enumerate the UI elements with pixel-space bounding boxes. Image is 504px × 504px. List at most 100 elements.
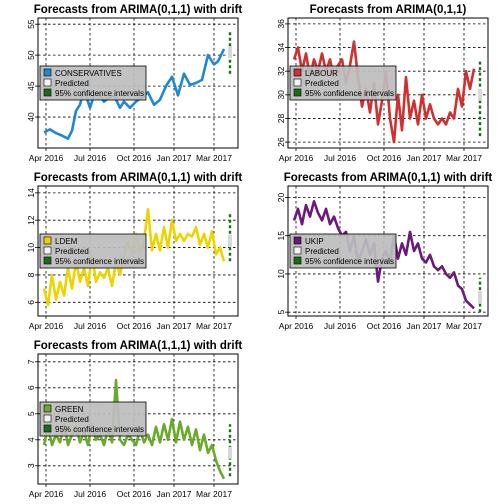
y-tick-label: 7 [26,359,36,364]
x-tick-label: Jul 2016 [74,321,106,331]
y-tick-label: 20 [276,192,286,202]
legend-box [39,65,147,101]
x-tick-label: Mar 2017 [446,321,482,331]
chart-title: Forecasts from ARIMA(0,1,1) with drift [284,172,493,184]
y-tick-label: 45 [26,81,36,91]
legend-swatch-predicted [293,246,302,255]
legend-swatch-predicted [293,78,302,87]
legend-entry: 95% confidence intervals [55,425,144,434]
legend-entry: 95% confidence intervals [55,257,144,266]
y-tick-label: 34 [276,43,286,53]
chart-panel-1: Forecasts from ARIMA(0,1,1) 26 28 30 32 34 36 A… [276,4,489,163]
legend-swatch-ci [43,88,52,97]
chart-panel-4: Forecasts from ARIMA(1,1,1) with drift 3 4… [26,340,242,499]
y-tick-label: 50 [26,50,36,60]
legend-entry: 95% confidence intervals [305,89,394,98]
legend-swatch-ci [43,256,52,265]
legend-entry: LABOUR [305,69,338,78]
legend-entry: 95% confidence intervals [305,257,394,266]
y-tick-label: 36 [276,19,286,29]
y-tick-label: 12 [26,215,36,225]
legend-entry: Predicted [55,247,89,256]
legend-swatch-predicted [43,78,52,87]
x-tick-label: Oct 2016 [367,153,402,163]
plot-frame [287,17,489,149]
y-tick-label: 3 [26,463,36,468]
legend-entry: Predicted [305,79,339,88]
legend-swatch-predicted [43,414,52,423]
legend-swatch-series [43,404,52,413]
y-tick-label: 15 [276,231,286,241]
x-tick-label: Oct 2016 [117,489,152,499]
legend-entry: Predicted [305,247,339,256]
x-tick-label: Jan 2017 [157,153,192,163]
chart-title: Forecasts from ARIMA(0,1,1) with drift [34,172,243,184]
y-tick-label: 32 [276,66,286,76]
chart-panel-2: Forecasts from ARIMA(0,1,1) with drift 6 8… [26,172,242,331]
x-tick-label: Apr 2016 [279,153,314,163]
y-tick-label: 5 [276,310,286,315]
legend-box [39,401,147,437]
legend-entry: CONSERVATIVES [55,69,122,78]
plot-frame [37,185,239,317]
x-tick-label: Jul 2016 [74,153,106,163]
legend-swatch-series [43,236,52,245]
legend-box [39,233,147,269]
legend-swatch-predicted [43,246,52,255]
x-tick-label: Mar 2017 [196,153,232,163]
y-tick-label: 28 [276,113,286,123]
legend-entry: LDEM [55,237,78,246]
x-tick-label: Apr 2016 [29,489,64,499]
y-tick-label: 55 [26,19,36,29]
x-tick-label: Mar 2017 [446,153,482,163]
series-line-conservatives [43,48,226,140]
legend-entry: 95% confidence intervals [55,89,144,98]
y-tick-label: 5 [26,411,36,416]
y-tick-label: 40 [26,112,36,122]
y-tick-label: 6 [26,385,36,390]
chart-panel-0: Forecasts from ARIMA(0,1,1) with drift 40… [26,4,242,163]
x-tick-label: Jul 2016 [324,153,356,163]
x-tick-label: Oct 2016 [117,153,152,163]
y-tick-label: 6 [26,300,36,305]
plot-frame [37,353,239,485]
x-tick-label: Oct 2016 [117,321,152,331]
plot-frame [287,185,489,317]
legend-swatch-ci [293,256,302,265]
x-tick-label: Jul 2016 [74,489,106,499]
legend-entry: Predicted [55,415,89,424]
x-tick-label: Jan 2017 [407,321,442,331]
y-tick-label: 14 [26,188,36,198]
y-tick-label: 10 [26,243,36,253]
legend-entry: UKIP [305,237,324,246]
legend-entry: Predicted [55,79,89,88]
chart-title: Forecasts from ARIMA(0,1,1) with drift [34,4,243,16]
x-tick-label: Jan 2017 [407,153,442,163]
legend-swatch-series [43,68,52,77]
y-tick-label: 30 [276,90,286,100]
x-tick-label: Mar 2017 [196,321,232,331]
x-tick-label: Apr 2016 [29,153,64,163]
x-tick-label: Jul 2016 [324,321,356,331]
legend-swatch-ci [43,424,52,433]
y-tick-label: 4 [26,437,36,442]
x-tick-label: Jan 2017 [157,321,192,331]
legend-swatch-series [293,68,302,77]
x-tick-label: Apr 2016 [279,321,314,331]
chart-panel-3: Forecasts from ARIMA(0,1,1) with drift 5 1… [276,172,492,331]
legend-swatch-series [293,236,302,245]
chart-title: Forecasts from ARIMA(1,1,1) with drift [34,340,243,352]
legend-entry: GREEN [55,405,84,414]
x-tick-label: Mar 2017 [196,489,232,499]
chart-title: Forecasts from ARIMA(0,1,1) [310,4,467,16]
x-tick-label: Oct 2016 [367,321,402,331]
y-tick-label: 26 [276,137,286,147]
y-tick-label: 10 [276,269,286,279]
y-tick-label: 8 [26,272,36,277]
legend-box [289,233,397,269]
x-tick-label: Apr 2016 [29,321,64,331]
legend-swatch-ci [293,88,302,97]
legend-box [289,65,397,101]
x-tick-label: Jan 2017 [157,489,192,499]
